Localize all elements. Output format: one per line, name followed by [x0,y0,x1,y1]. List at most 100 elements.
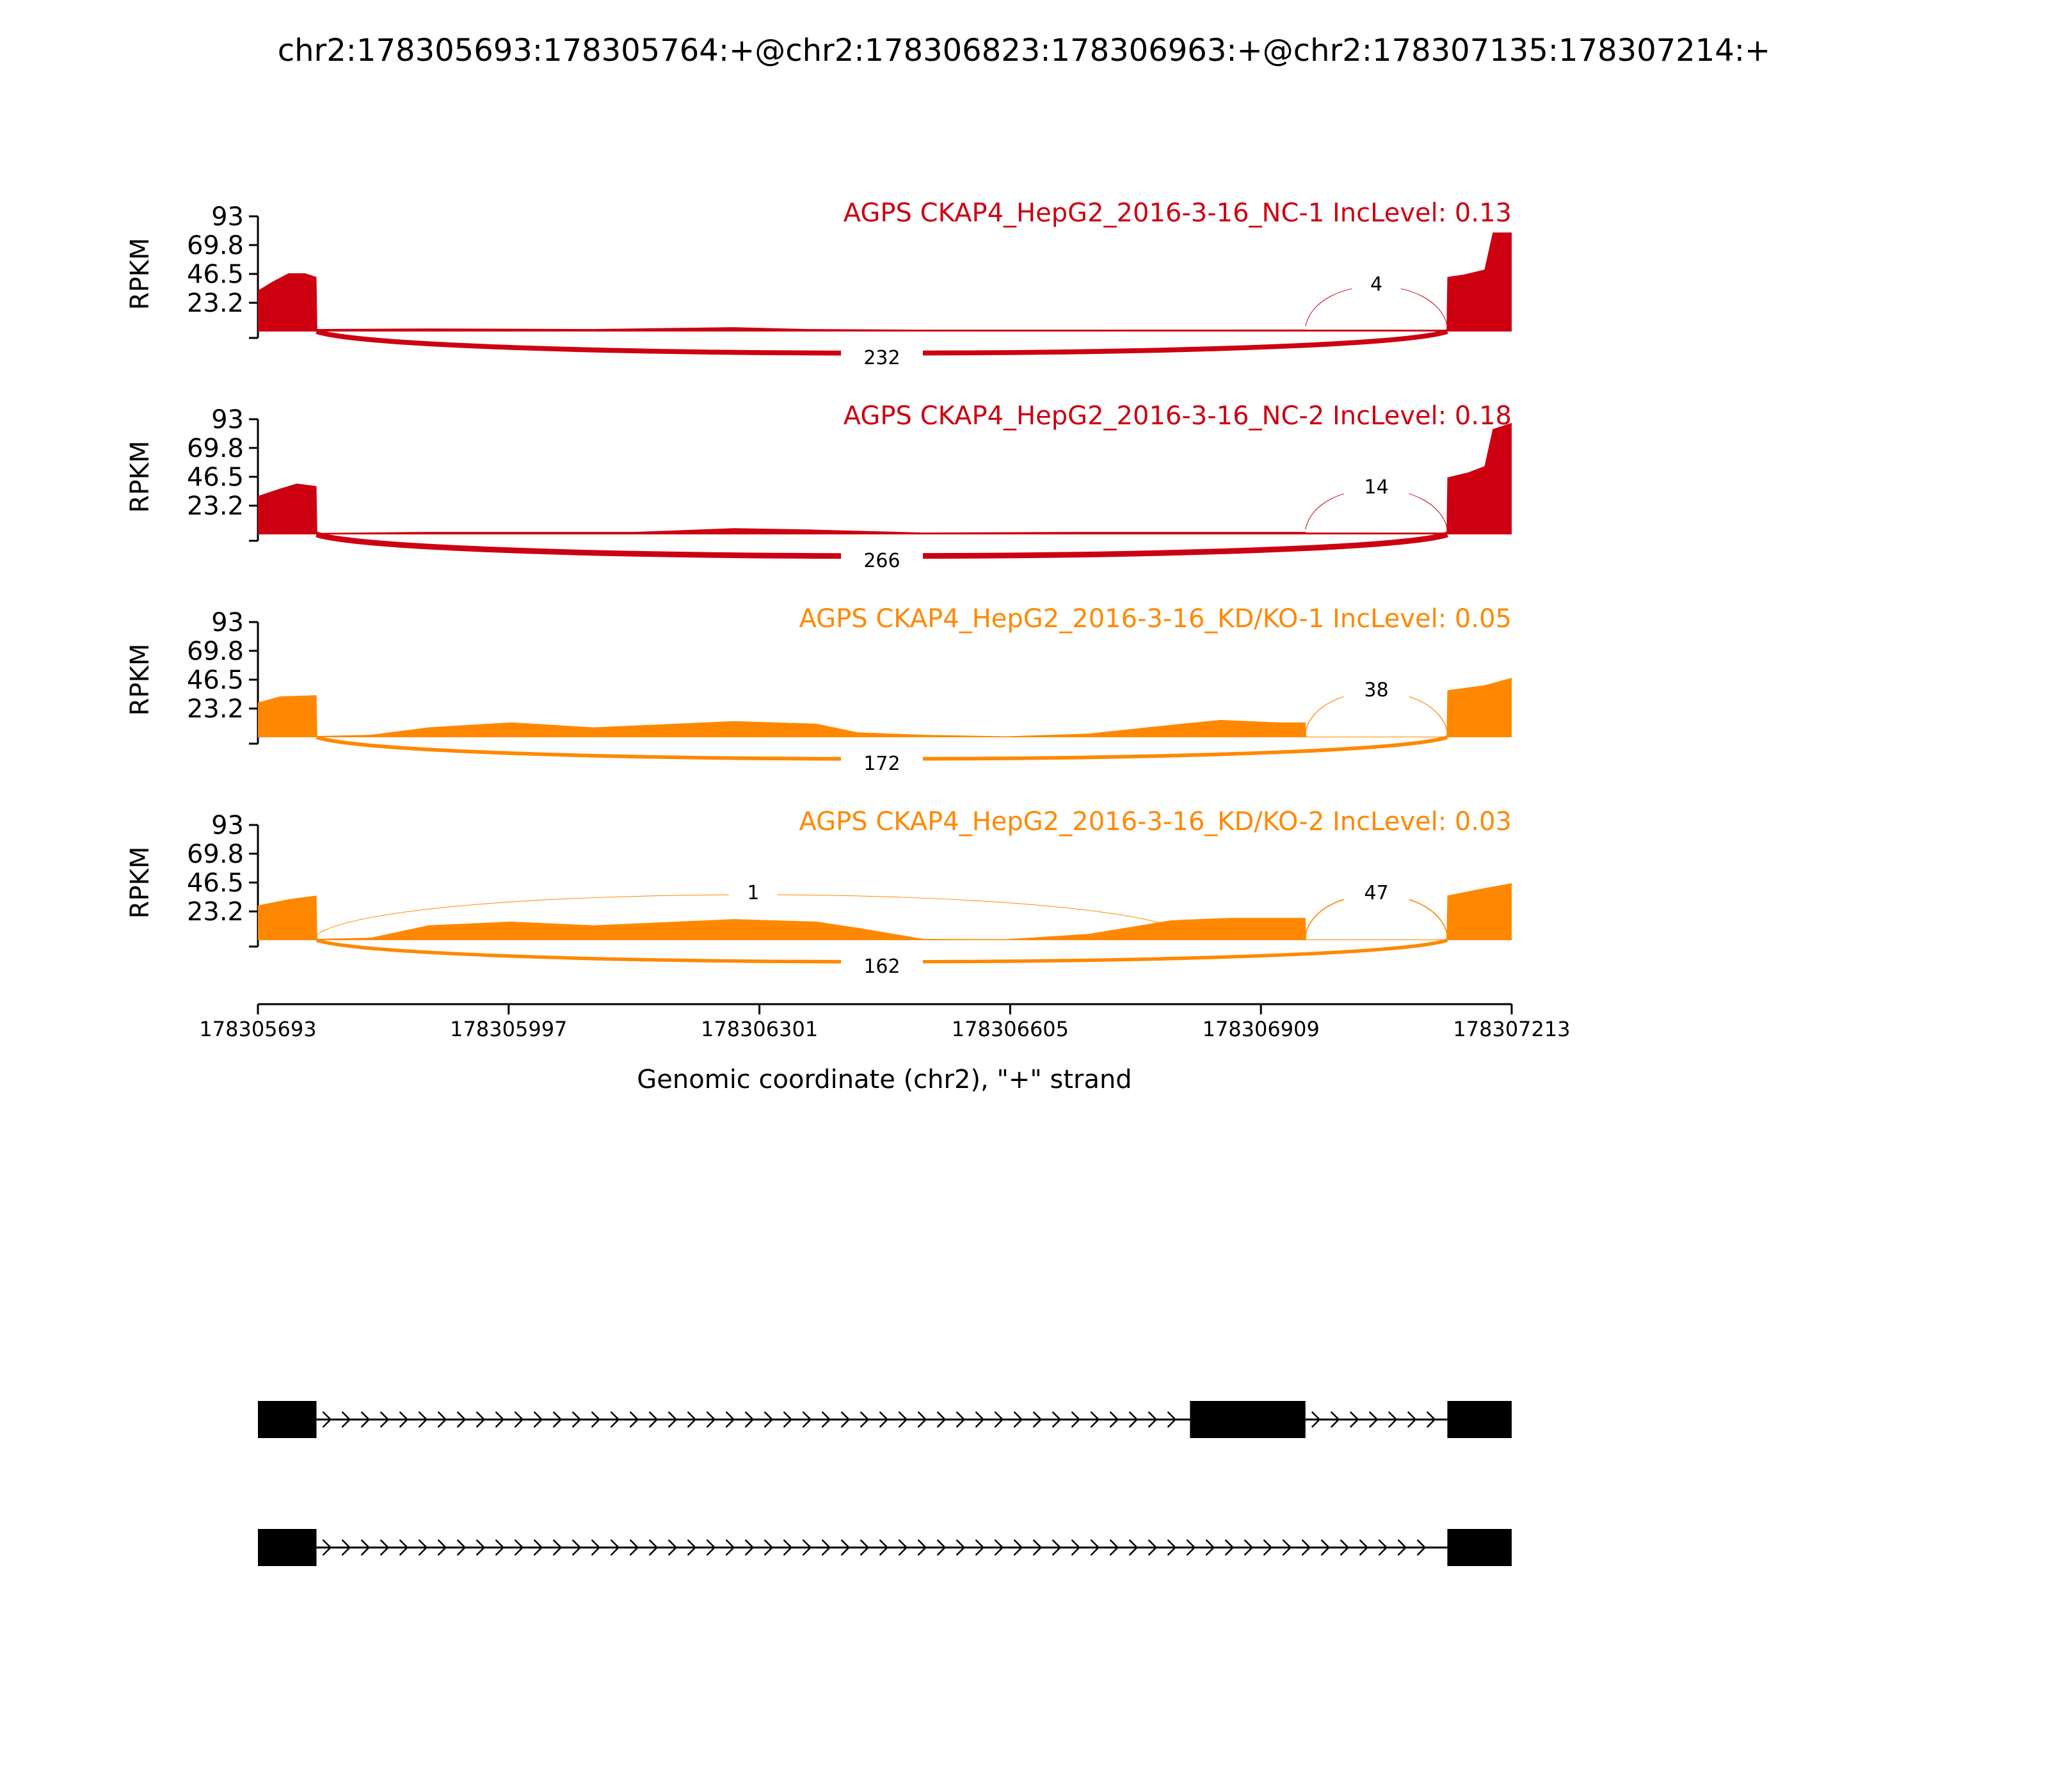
strand-arrow [783,1411,793,1428]
strand-arrow [1282,1539,1292,1556]
strand-arrow [879,1539,889,1556]
y-tick-label: 93 [211,405,244,435]
strand-arrow [1359,1539,1369,1556]
y-tick-label: 93 [211,202,244,232]
coverage-area [258,422,1512,534]
strand-arrow [1128,1411,1139,1428]
strand-arrow [476,1539,486,1556]
strand-arrow [1148,1539,1158,1556]
strand-arrow [1013,1539,1023,1556]
junction-count-label: 1 [747,882,759,904]
figure-title: chr2:178305693:178305764:+@chr2:17830682… [278,33,1771,68]
strand-arrow [840,1411,851,1428]
junction-count-label: 172 [863,753,900,775]
exon-block [258,1529,317,1566]
strand-arrow [572,1539,582,1556]
strand-arrow [591,1539,601,1556]
y-tick-label: 46.5 [187,463,244,492]
junction-count-label: 14 [1364,476,1389,499]
strand-arrow [1090,1539,1100,1556]
strand-arrow [1349,1411,1359,1428]
strand-arrow [1320,1539,1331,1556]
strand-arrow [610,1539,620,1556]
strand-arrow [437,1411,447,1428]
strand-arrow [1388,1411,1398,1428]
strand-arrow [687,1411,697,1428]
strand-arrow [1186,1539,1196,1556]
exon-block [258,1401,317,1438]
x-axis-label: Genomic coordinate (chr2), "+" strand [637,1065,1132,1094]
strand-arrow [1052,1539,1062,1556]
strand-arrow [591,1411,601,1428]
strand-arrow [1090,1411,1100,1428]
junction-count-label: 38 [1364,679,1389,701]
strand-arrow [533,1539,543,1556]
isoform-structures [258,1401,1512,1566]
strand-arrow [360,1411,371,1428]
strand-arrow [706,1539,716,1556]
strand-arrow [418,1411,428,1428]
strand-arrow [648,1539,659,1556]
strand-arrow [860,1539,870,1556]
y-axis-label: RPKM [125,441,155,513]
strand-arrow [533,1411,543,1428]
strand-arrow [1032,1411,1043,1428]
y-tick-label: 23.2 [187,694,244,724]
track-4: 23.246.569.893 RPKM AGPS CKAP4_HepG2_2016-… [125,807,1512,980]
strand-arrow [1109,1411,1119,1428]
strand-arrow [1311,1411,1321,1428]
strand-arrow [495,1539,505,1556]
strand-arrow [1263,1539,1273,1556]
strand-arrow [879,1411,889,1428]
y-tick-label: 93 [211,608,244,637]
track-title: AGPS CKAP4_HepG2_2016-3-16_NC-2 IncLevel… [844,401,1512,431]
strand-arrow [1378,1539,1388,1556]
strand-arrow [629,1539,639,1556]
y-tick-label: 93 [211,811,244,840]
strand-arrow [1052,1411,1062,1428]
strand-arrow [706,1411,716,1428]
strand-arrow [456,1411,467,1428]
x-tick-label: 178306301 [701,1017,818,1041]
strand-arrow [514,1539,524,1556]
y-axis-label: RPKM [125,238,155,310]
strand-arrow [1330,1411,1340,1428]
x-axis: 178305693 178305997 178306301 178306605 1783… [199,1003,1571,1041]
strand-arrow [341,1539,351,1556]
exon-block [1190,1401,1306,1438]
x-tick-label: 178305693 [199,1017,316,1041]
strand-arrow [1148,1411,1158,1428]
coverage-area [258,883,1512,940]
junction-count-label: 232 [863,347,900,369]
strand-arrow [1071,1411,1081,1428]
strand-arrow [1109,1539,1119,1556]
strand-arrow [1167,1539,1177,1556]
strand-arrow [341,1411,351,1428]
coverage-area [258,678,1512,737]
strand-arrow [629,1411,639,1428]
track-title: AGPS CKAP4_HepG2_2016-3-16_NC-1 IncLevel… [844,198,1512,228]
strand-arrow [725,1539,735,1556]
track-title: AGPS CKAP4_HepG2_2016-3-16_KD/KO-1 IncLe… [799,604,1512,634]
y-tick-label: 46.5 [187,868,244,898]
strand-arrow [956,1411,966,1428]
strand-arrow [1244,1539,1254,1556]
track-title: AGPS CKAP4_HepG2_2016-3-16_KD/KO-2 IncLe… [799,807,1512,836]
strand-arrow [764,1411,774,1428]
exon-block [1447,1401,1512,1438]
y-tick-label: 46.5 [187,260,244,289]
track-1: 23.246.569.893 RPKM AGPS CKAP4_HepG2_2016-… [125,198,1512,371]
strand-arrow [802,1411,812,1428]
track-3: 23.246.569.893 RPKM AGPS CKAP4_HepG2_2016-… [125,604,1512,777]
strand-arrow [975,1411,985,1428]
strand-arrow [821,1539,831,1556]
strand-arrow [668,1539,678,1556]
strand-arrow [898,1539,908,1556]
junction-count-label: 47 [1364,882,1389,904]
exon-block [1447,1529,1512,1566]
strand-arrow [744,1411,755,1428]
strand-arrow [783,1539,793,1556]
y-tick-label: 23.2 [187,289,244,318]
strand-arrow [514,1411,524,1428]
